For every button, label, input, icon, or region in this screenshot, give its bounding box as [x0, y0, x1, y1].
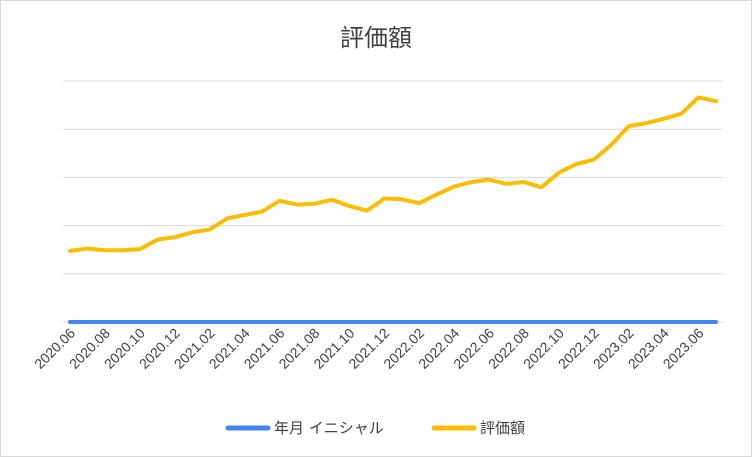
series-line-1[interactable] — [68, 95, 718, 253]
legend[interactable]: 年月 イニシャル 評価額 — [225, 419, 525, 437]
x-axis-ticks: 2020.062020.082020.102020.122021.022021.… — [31, 325, 707, 372]
legend-item-0[interactable]: 年月 イニシャル — [225, 419, 384, 437]
legend-label: 評価額 — [480, 419, 525, 437]
chart-title: 評価額 — [340, 24, 412, 52]
legend-item-1[interactable]: 評価額 — [431, 419, 525, 437]
series-lines — [68, 95, 718, 324]
gridlines — [63, 80, 723, 323]
legend-label: 年月 イニシャル — [274, 419, 384, 437]
